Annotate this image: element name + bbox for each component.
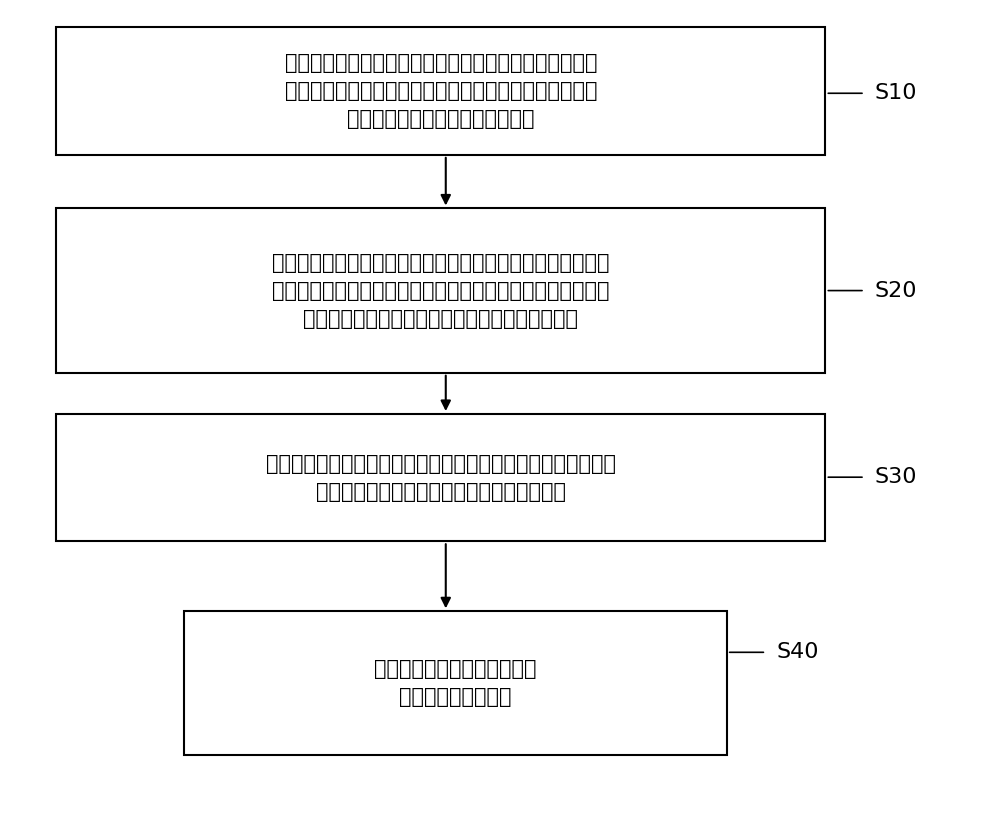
FancyBboxPatch shape <box>56 28 825 155</box>
Text: 太赫兹探测器在主光纤飞秒激光器激励下产生光生载流子，光生
载流子在被测辐射太赫兹脉冲作用下产生电流: 太赫兹探测器在主光纤飞秒激光器激励下产生光生载流子，光生 载流子在被测辐射太赫兹… <box>266 454 616 502</box>
Text: S10: S10 <box>875 84 917 104</box>
FancyBboxPatch shape <box>56 414 825 542</box>
Text: S40: S40 <box>776 642 819 662</box>
Text: 激光重频锁定模块根据时基参考信号对主光纤飞秒激光器
和从光纤飞秒激光器的输出重复频率进行锁定，将重复频
率差作为触发信号发送至采集设备: 激光重频锁定模块根据时基参考信号对主光纤飞秒激光器 和从光纤飞秒激光器的输出重复… <box>285 54 597 130</box>
Text: S30: S30 <box>875 467 917 487</box>
FancyBboxPatch shape <box>184 611 727 755</box>
FancyBboxPatch shape <box>56 208 825 373</box>
Text: 采集设备对太赫兹探测器输出
的电流信号进行采集: 采集设备对太赫兹探测器输出 的电流信号进行采集 <box>374 659 537 707</box>
Text: 同步模块将输出信号同步至从光纤飞秒激光器的重复频率，为
被测太赫兹脉冲辐射器提供触发信号，使被测太赫兹脉冲辐射
器的辐射脉冲的重复频率与触发信号重复频率相同: 同步模块将输出信号同步至从光纤飞秒激光器的重复频率，为 被测太赫兹脉冲辐射器提供… <box>272 252 610 329</box>
Text: S20: S20 <box>875 281 917 301</box>
